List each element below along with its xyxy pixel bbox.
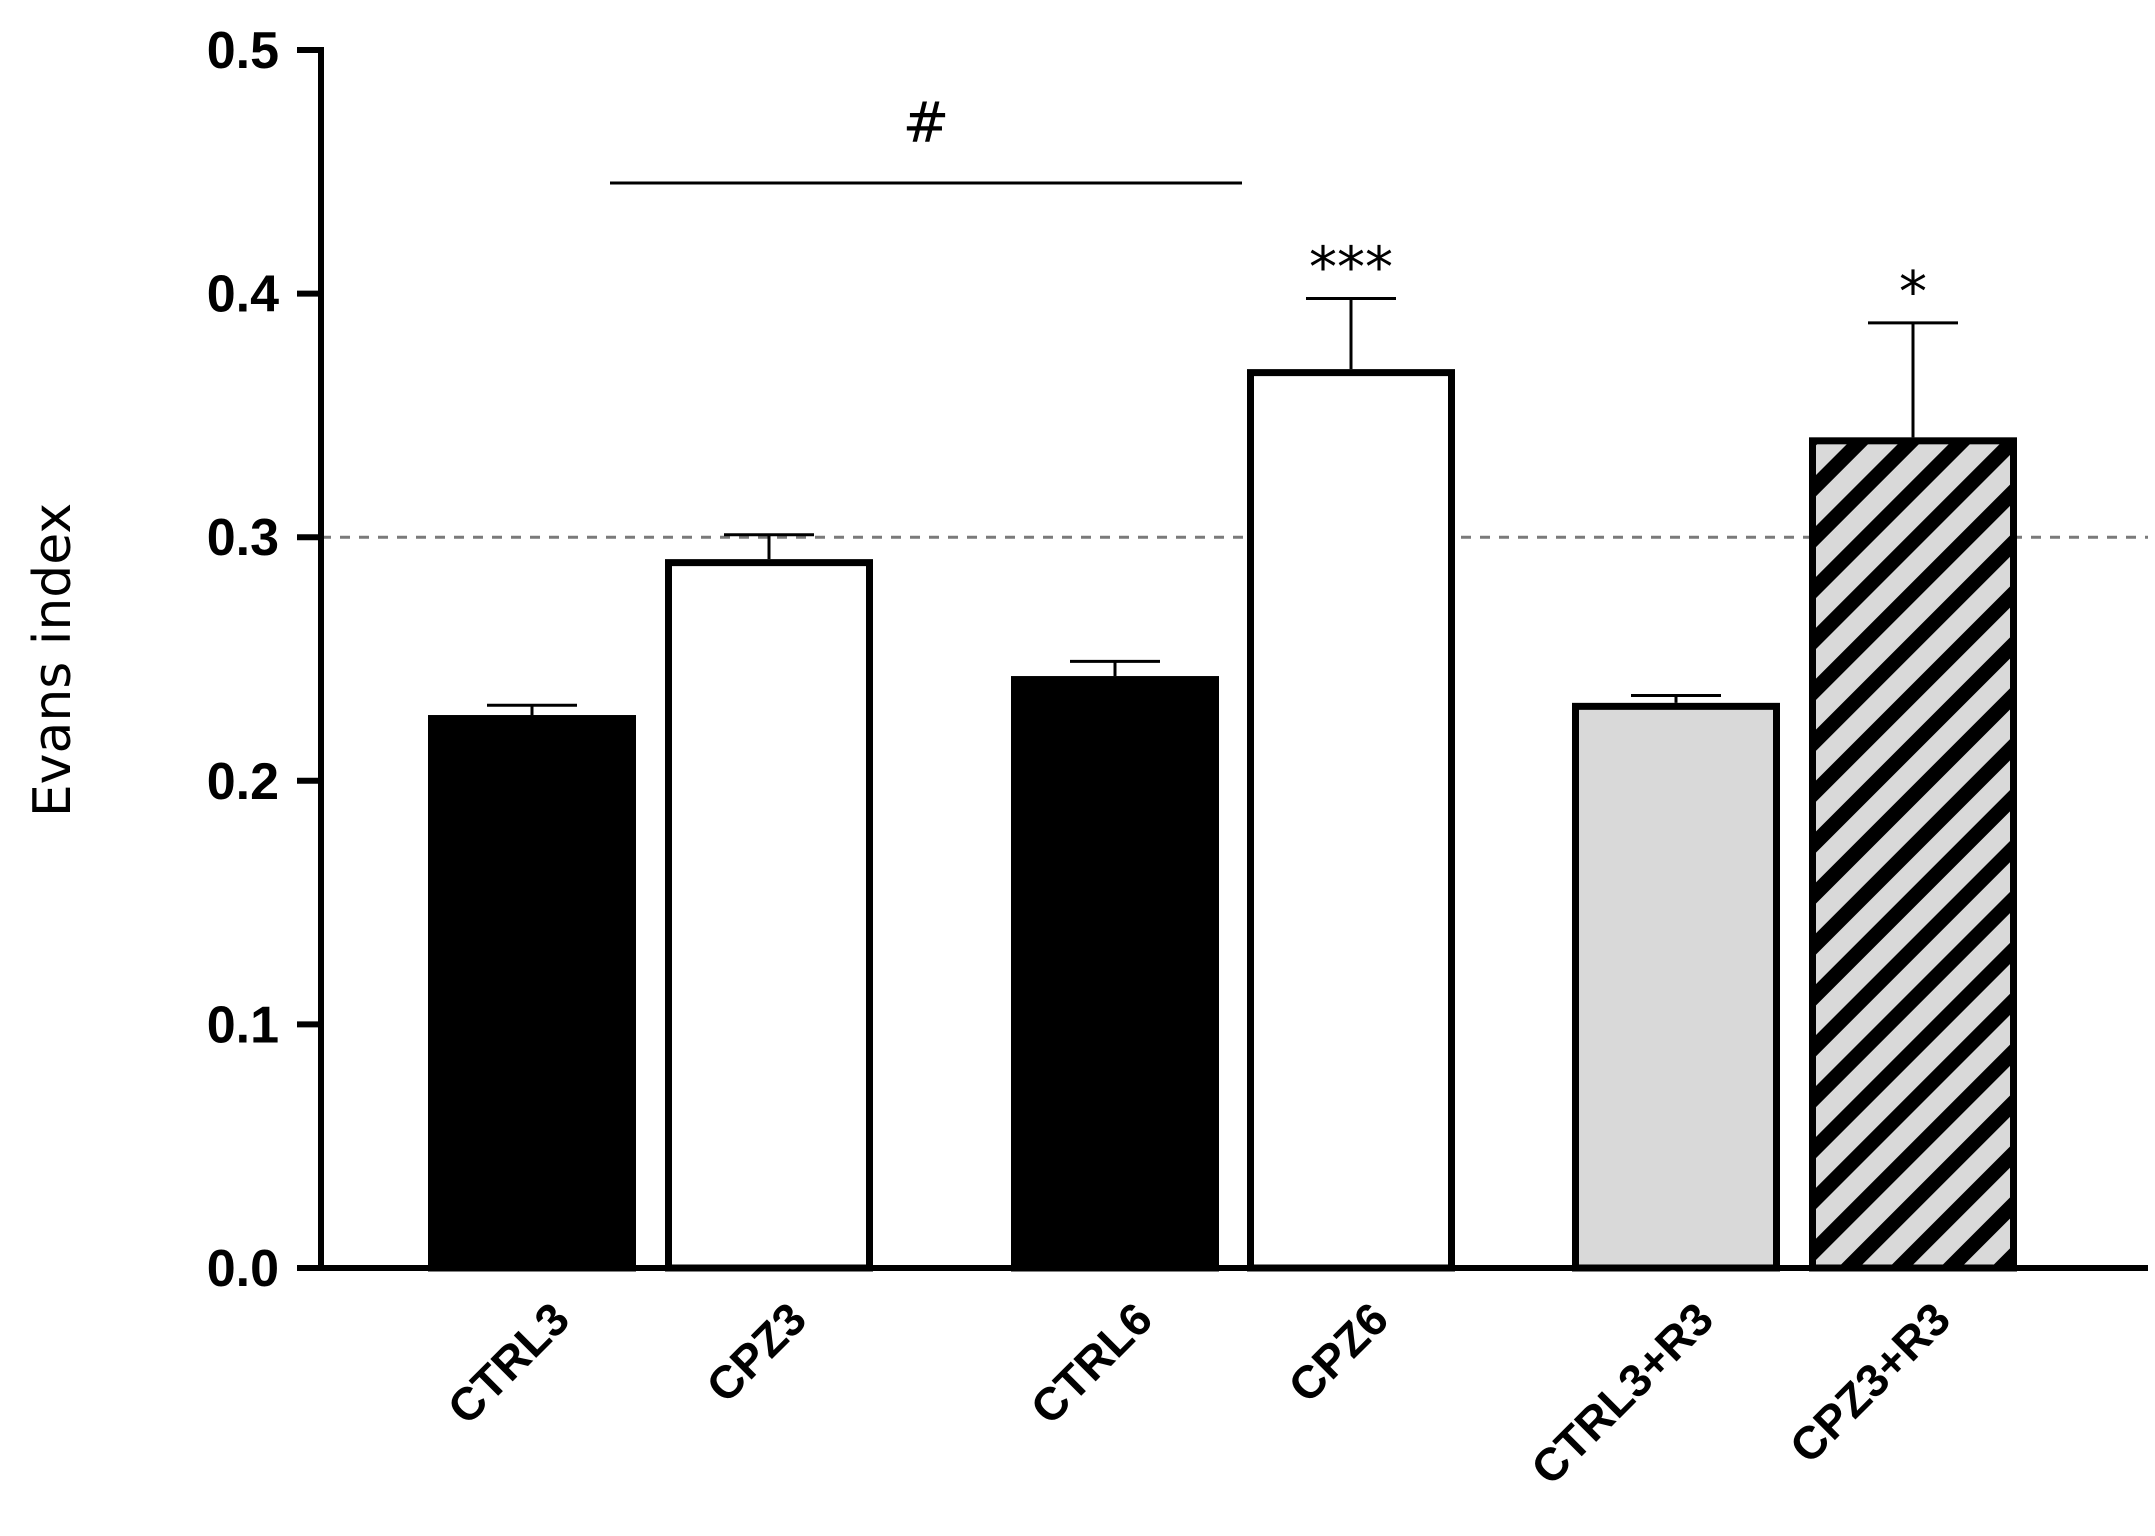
x-tick-label-4: CTRL3+R3 bbox=[1521, 1292, 1723, 1494]
y-tick-label-2: 0.2 bbox=[207, 753, 279, 811]
bar-cpz6 bbox=[1247, 369, 1455, 1272]
bar-ctrl3-plus-r3 bbox=[1572, 702, 1780, 1272]
comparison-bracket: # bbox=[610, 91, 1242, 185]
bar-ctrl3 bbox=[428, 715, 636, 1272]
bar-cpz3 bbox=[665, 559, 873, 1272]
y-axis-ticks: 0.0 0.1 0.2 0.3 0.4 0.5 bbox=[207, 22, 321, 1298]
error-bars bbox=[487, 296, 1958, 716]
significance-markers: *** * bbox=[1309, 235, 1927, 324]
x-tick-label-5: CPZ3+R3 bbox=[1780, 1292, 1960, 1472]
bars bbox=[428, 369, 2017, 1272]
bar-cpz3-plus-r3 bbox=[1809, 437, 2017, 1272]
y-tick-label-0: 0.0 bbox=[207, 1240, 279, 1298]
comparison-label: # bbox=[903, 91, 950, 156]
x-tick-label-1: CPZ3 bbox=[696, 1292, 816, 1412]
y-tick-label-5: 0.5 bbox=[207, 22, 279, 80]
x-axis-labels: CTRL3 CPZ3 CTRL6 CPZ6 CTRL3+R3 CPZ3+R3 bbox=[437, 1292, 1960, 1494]
y-tick-label-1: 0.1 bbox=[207, 996, 279, 1054]
bar-ctrl6 bbox=[1011, 676, 1219, 1272]
significance-label-5: * bbox=[1899, 260, 1927, 325]
x-tick-label-2: CTRL6 bbox=[1020, 1292, 1162, 1434]
axes bbox=[318, 47, 2148, 1271]
y-tick-label-3: 0.3 bbox=[207, 509, 279, 567]
x-tick-label-3: CPZ6 bbox=[1278, 1292, 1398, 1412]
significance-label-3: *** bbox=[1309, 235, 1393, 300]
x-tick-label-0: CTRL3 bbox=[437, 1292, 579, 1434]
y-axis-title: Evans index bbox=[23, 503, 83, 817]
y-tick-label-4: 0.4 bbox=[207, 266, 279, 324]
